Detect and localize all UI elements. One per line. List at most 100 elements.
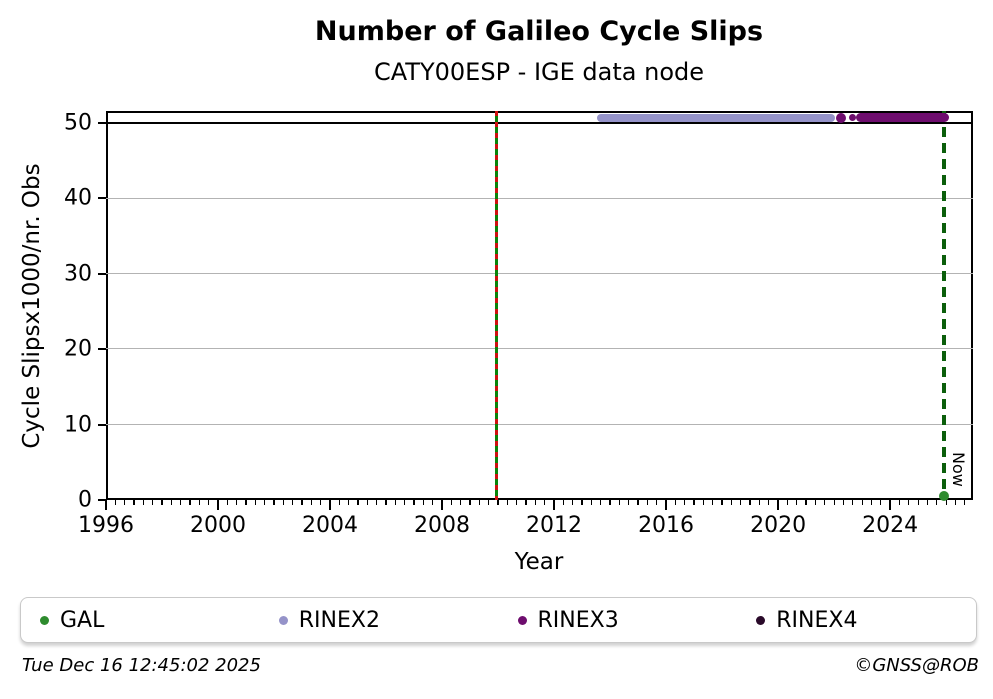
x-minortick [114,500,116,505]
x-minortick [712,500,714,505]
x-minortick [600,500,602,505]
x-minortick [180,500,182,505]
x-minortick [749,500,751,505]
hline-y50 [106,121,973,125]
x-minortick [954,500,957,505]
legend-label-gal: GAL [60,607,105,633]
credit: ©GNSS@ROB [854,655,979,676]
y-tick-20 [98,348,106,351]
x-minortick [562,500,564,505]
x-minortick [264,500,266,505]
x-minortick [964,500,966,505]
x-minortick [637,500,639,505]
x-minortick [506,500,508,505]
x-tick-2020 [777,500,780,510]
x-minortick [254,500,256,505]
x-minortick [525,500,527,505]
x-minortick [385,500,387,505]
x-minortick [898,500,901,505]
rinex4-marker-icon [756,615,766,625]
legend-item-gal: GAL [21,608,260,633]
x-minortick [413,500,415,505]
legend-item-rinex4: RINEX4 [737,608,976,633]
y-ticklabel-30: 30 [64,261,92,287]
x-minortick [917,500,919,505]
x-minortick [124,500,126,505]
now-label: Now [949,452,969,487]
legend-item-rinex2: RINEX2 [260,608,499,633]
x-minortick [656,500,658,505]
y-ticklabel-0: 0 [78,487,92,513]
x-axis-label: Year [514,549,564,575]
y-tick-30 [98,272,106,275]
y-ticklabel-10: 10 [64,412,92,438]
legend-label-rinex4: RINEX4 [776,607,858,633]
x-minortick [152,500,154,505]
x-minortick [310,500,312,505]
x-minortick [861,500,863,505]
rinex2-band-0 [597,113,836,122]
x-minortick [404,500,406,505]
timestamp: Tue Dec 16 12:45:02 2025 [22,655,261,676]
x-minortick [721,500,723,505]
rinex3-point-0 [836,112,847,123]
x-minortick [338,500,340,505]
x-minortick [572,500,574,505]
x-minortick [516,500,518,505]
x-minortick [292,500,294,505]
x-minortick [796,500,798,505]
gridline-y30 [106,273,973,275]
rinex3-marker-icon [517,615,527,625]
x-minortick [880,500,882,505]
x-minortick [320,500,322,505]
x-tick-1996 [105,500,107,510]
event-2010-line [495,111,499,500]
x-minortick [497,500,499,505]
x-minortick [394,500,396,505]
x-minortick [693,500,695,505]
y-tick-50 [98,122,106,125]
x-minortick [226,500,228,505]
x-minortick [684,500,686,505]
x-minortick [161,500,163,505]
x-minortick [945,500,947,505]
x-tick-2024 [889,500,892,510]
x-minortick [348,500,350,505]
y-ticklabel-20: 20 [64,336,92,362]
chart-title: Number of Galileo Cycle Slips [314,16,764,47]
legend-label-rinex2: RINEX2 [298,607,380,633]
y-tick-0 [98,499,106,501]
x-minortick [357,500,359,505]
x-minortick [814,500,817,505]
x-minortick [189,500,191,505]
x-minortick [469,500,471,505]
rinex2-marker-icon [278,615,288,625]
x-minortick [460,500,462,505]
x-minortick [768,500,770,505]
x-minortick [282,500,284,505]
x-tick-2004 [329,500,332,510]
x-tick-2012 [553,500,556,510]
x-minortick [908,500,910,505]
x-minortick [628,500,630,505]
x-minortick [422,500,424,505]
plot-area [106,111,973,500]
x-minortick [609,500,611,505]
x-ticklabel-2024: 2024 [862,513,919,538]
x-ticklabel-2012: 2012 [526,513,583,538]
x-minortick [852,500,854,505]
x-ticklabel-2000: 2000 [190,513,246,538]
y-ticklabel-50: 50 [64,110,92,136]
x-tick-2000 [217,500,219,510]
x-minortick [842,500,845,505]
gridline-y40 [106,197,973,199]
x-minortick [786,500,788,505]
x-minortick [730,500,732,505]
x-tick-2016 [665,500,668,510]
x-minortick [544,500,546,505]
rinex3-band-0 [856,113,950,123]
gal-marker-icon [40,615,49,625]
x-minortick [534,500,536,505]
x-minortick [702,500,704,505]
